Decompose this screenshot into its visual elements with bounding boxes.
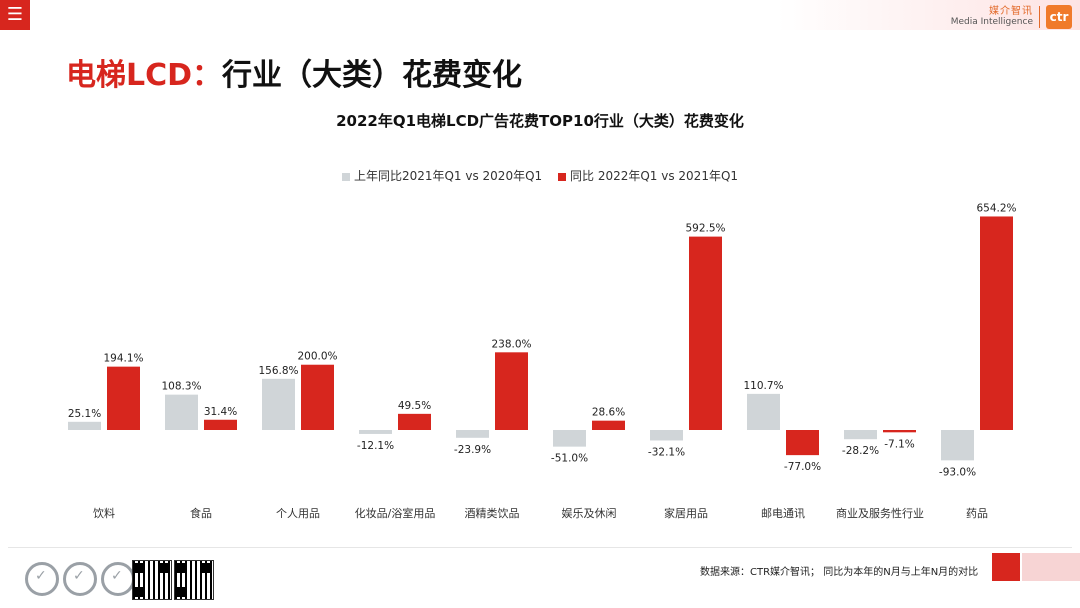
data-label-curr-9: 654.2% — [976, 202, 1016, 214]
data-label-curr-2: 200.0% — [297, 351, 337, 363]
data-label-curr-0: 194.1% — [103, 353, 143, 365]
bar-curr-0 — [107, 366, 140, 430]
data-label-curr-8: -7.1% — [884, 438, 914, 450]
category-label-4: 酒精类饮品 — [465, 506, 520, 520]
bar-prev-1 — [165, 394, 198, 430]
bar-prev-2 — [262, 378, 295, 430]
category-label-1: 食品 — [190, 506, 212, 520]
bar-prev-8 — [844, 430, 877, 440]
category-label-0: 饮料 — [93, 506, 115, 520]
bar-prev-5 — [553, 430, 586, 447]
legend-label-curr: 同比 2022年Q1 vs 2021年Q1 — [570, 169, 739, 183]
legend-label-prev: 上年同比2021年Q1 vs 2020年Q1 — [353, 169, 543, 183]
category-label-6: 家居用品 — [664, 506, 708, 520]
category-label-2: 个人用品 — [276, 507, 320, 520]
bar-curr-4 — [495, 352, 528, 430]
data-label-prev-6: -32.1% — [648, 446, 685, 458]
legend-swatch-curr — [558, 172, 566, 181]
data-label-prev-3: -12.1% — [357, 440, 394, 452]
footer-red-block — [992, 553, 1020, 581]
data-label-prev-9: -93.0% — [939, 466, 976, 478]
bar-curr-1 — [204, 419, 237, 430]
legend-item-prev: 上年同比2021年Q1 vs 2020年Q1 — [341, 167, 543, 184]
footer-divider — [8, 547, 1072, 548]
logo-en-text: Media Intelligence — [950, 17, 1033, 27]
hamburger-menu-icon[interactable]: ☰ — [0, 0, 30, 30]
legend-swatch-prev — [341, 172, 350, 181]
category-label-9: 药品 — [966, 507, 988, 520]
certification-badges — [25, 562, 135, 596]
sgs-cert-icon — [63, 562, 97, 596]
category-label-8: 商业及服务性行业 — [836, 506, 924, 520]
bar-curr-5 — [592, 420, 625, 430]
data-label-prev-8: -28.2% — [842, 445, 879, 457]
page-title-text: 行业（大类）花费变化 — [222, 58, 523, 93]
data-label-curr-3: 49.5% — [398, 400, 431, 412]
data-label-prev-2: 156.8% — [258, 365, 298, 377]
data-label-curr-1: 31.4% — [204, 406, 237, 418]
data-label-prev-0: 25.1% — [68, 408, 101, 420]
bar-curr-7 — [786, 430, 819, 456]
logo-separator — [1039, 6, 1040, 28]
data-label-curr-7: -77.0% — [784, 461, 821, 473]
data-label-curr-4: 238.0% — [491, 338, 531, 350]
legend-item-curr: 同比 2022年Q1 vs 2021年Q1 — [558, 167, 738, 184]
bar-curr-3 — [398, 413, 431, 430]
chart-title: 2022年Q1电梯LCD广告花费TOP10行业（大类）花费变化 — [336, 112, 744, 130]
logo-badge: ctr — [1046, 5, 1072, 29]
bar-prev-0 — [68, 421, 101, 430]
footer-pink-block — [1022, 553, 1080, 581]
bar-prev-9 — [941, 430, 974, 461]
category-label-5: 娱乐及休闲 — [562, 506, 617, 520]
top-bar — [0, 0, 1080, 30]
data-label-prev-4: -23.9% — [454, 444, 491, 456]
data-label-curr-6: 592.5% — [685, 223, 725, 235]
bar-prev-6 — [650, 430, 683, 441]
bar-prev-7 — [747, 393, 780, 430]
category-label-3: 化妆品/浴室用品 — [355, 506, 436, 520]
qr-code-icon — [132, 560, 172, 600]
category-label-7: 邮电通讯 — [761, 507, 805, 520]
data-source-note: 数据来源：CTR媒介智讯； 同比为本年的N月与上年N月的对比 — [700, 567, 979, 578]
sgs-cert-icon — [25, 562, 59, 596]
bar-prev-3 — [359, 430, 392, 434]
bar-curr-9 — [980, 216, 1013, 430]
data-label-prev-7: 110.7% — [743, 380, 783, 392]
ctr-logo: 媒介智讯 Media Intelligence ctr — [951, 4, 1072, 30]
bar-curr-2 — [301, 364, 334, 430]
data-label-prev-1: 108.3% — [161, 381, 201, 393]
bar-prev-4 — [456, 430, 489, 438]
logo-cn-text: 媒介智讯 — [989, 6, 1033, 17]
page-title: 电梯LCD：行业（大类）花费变化 — [66, 50, 522, 94]
bar-curr-6 — [689, 236, 722, 430]
qr-code-icon — [174, 560, 214, 600]
bar-curr-8 — [883, 430, 916, 433]
sgs-cert-icon — [101, 562, 135, 596]
chart-legend: 上年同比2021年Q1 vs 2020年Q1 同比 2022年Q1 vs 202… — [0, 167, 1080, 184]
page-title-highlight: 电梯LCD： — [66, 58, 223, 93]
data-label-prev-5: -51.0% — [551, 453, 588, 465]
data-label-curr-5: 28.6% — [592, 407, 625, 419]
